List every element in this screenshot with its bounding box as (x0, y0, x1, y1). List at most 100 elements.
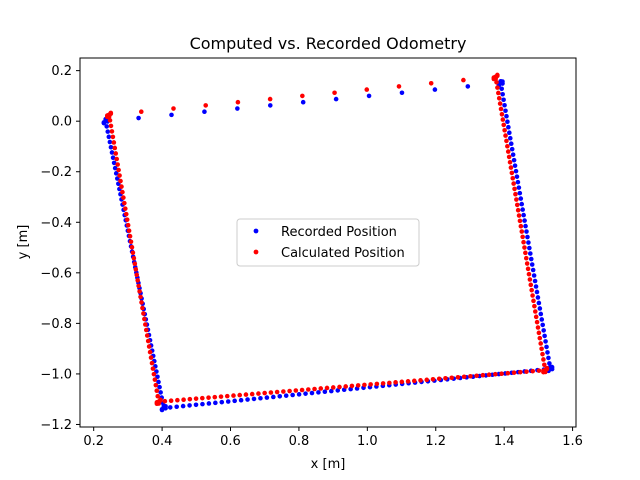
data-point (293, 388, 299, 393)
data-point (535, 295, 541, 300)
data-point (518, 196, 524, 201)
data-point (494, 79, 499, 85)
data-point (139, 300, 144, 305)
data-point (533, 284, 539, 289)
data-point (505, 370, 511, 376)
data-point (495, 85, 500, 90)
data-point (498, 106, 504, 112)
data-point (432, 87, 438, 92)
data-point (231, 393, 236, 398)
data-point (507, 135, 513, 141)
data-point (105, 129, 111, 134)
data-point (380, 381, 386, 386)
data-point (523, 250, 528, 256)
data-point (171, 106, 176, 111)
data-point (500, 91, 505, 97)
legend-label-calculated: Calculated Position (281, 246, 405, 261)
data-point (517, 190, 523, 196)
data-point (332, 90, 337, 96)
data-point (329, 388, 334, 394)
data-point (225, 399, 231, 404)
data-point (267, 96, 273, 102)
data-point (498, 80, 504, 86)
data-point (162, 398, 168, 404)
data-point (529, 287, 534, 293)
y-tick-label: 0.2 (51, 64, 72, 79)
y-axis-label: y [m] (16, 225, 31, 260)
data-point (312, 386, 317, 392)
data-point (520, 234, 525, 240)
data-point (104, 114, 110, 120)
data-point (521, 239, 526, 245)
data-point (516, 185, 522, 190)
data-point (149, 360, 155, 366)
data-point (168, 398, 174, 404)
data-point (528, 251, 533, 256)
data-point (258, 395, 263, 401)
legend-box (236, 218, 420, 267)
data-point (110, 155, 116, 160)
data-point (274, 389, 280, 395)
data-point (519, 201, 525, 207)
data-point (515, 179, 521, 185)
data-point (146, 344, 152, 349)
data-point (107, 139, 113, 145)
data-point (130, 250, 136, 256)
data-point (532, 309, 538, 314)
data-point (151, 371, 157, 377)
y-tick-label: −0.2 (40, 165, 72, 180)
data-point (109, 150, 115, 155)
data-point (405, 379, 411, 384)
data-point (136, 115, 141, 121)
data-point (108, 123, 114, 129)
data-point (303, 391, 308, 396)
data-point (396, 84, 402, 89)
data-point (169, 112, 174, 118)
legend-label-recorded: Recorded Position (281, 225, 397, 240)
data-point (141, 311, 146, 316)
chart-title: Computed vs. Recorded Odometry (190, 34, 467, 53)
data-point (232, 398, 237, 404)
data-point (243, 392, 249, 397)
data-point (525, 266, 531, 272)
data-point (547, 361, 552, 366)
data-point (387, 380, 392, 386)
data-point (143, 327, 149, 333)
data-point (187, 396, 193, 402)
data-point (496, 95, 502, 101)
data-point (537, 306, 543, 311)
data-point (411, 378, 417, 384)
data-point (541, 357, 546, 362)
data-point (133, 267, 139, 272)
data-point (150, 366, 156, 371)
x-tick-label: 1.4 (494, 434, 515, 449)
data-point (540, 322, 546, 328)
data-point (523, 223, 528, 229)
data-point (264, 395, 270, 400)
data-point (368, 382, 373, 387)
data-point (529, 262, 535, 267)
data-point (296, 392, 302, 397)
data-point (343, 384, 349, 389)
data-point (474, 373, 479, 379)
data-point (532, 278, 538, 284)
data-point (505, 143, 510, 149)
data-point (449, 375, 455, 381)
data-point (530, 368, 536, 374)
data-point (546, 355, 551, 361)
data-point (506, 124, 511, 130)
data-point (111, 140, 117, 145)
data-point (143, 322, 148, 327)
data-point (513, 168, 519, 174)
data-point (157, 384, 162, 390)
data-point (536, 368, 542, 373)
data-point (281, 389, 286, 394)
data-point (256, 391, 261, 396)
data-point (213, 400, 218, 406)
data-point (509, 170, 515, 176)
data-point (518, 223, 524, 229)
data-point (110, 134, 116, 140)
data-point (121, 195, 126, 200)
